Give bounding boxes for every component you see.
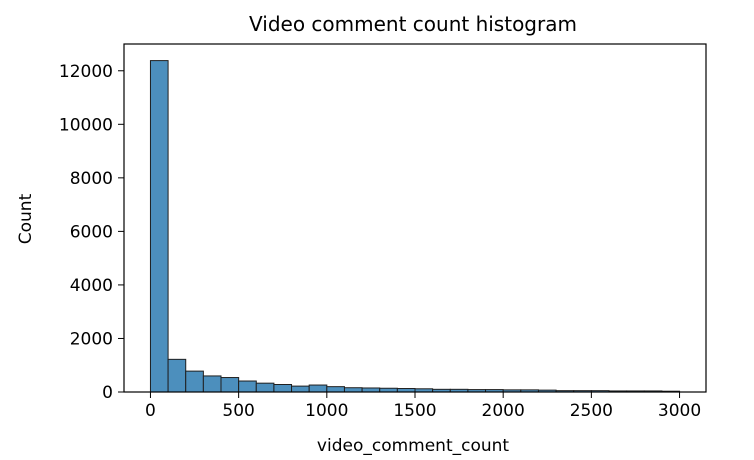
chart-title: Video comment count histogram [249,12,577,36]
x-tick-label: 1000 [305,401,348,421]
histogram-bar-0 [149,60,169,393]
histogram-bar-2 [185,370,204,393]
histogram-bar-10 [326,386,345,393]
y-tick-label: 10000 [59,115,113,135]
histogram-bar-6 [255,382,275,393]
x-axis-label: video_comment_count [317,436,509,456]
histogram-bar-8 [291,385,310,393]
histogram-bar-11 [343,387,363,393]
x-tick-label: 0 [145,401,156,421]
x-tick-label: 1500 [393,401,436,421]
plot-area: 0 500 1000 1500 2000 2500 3000 0 2000 4000 6000 800… [59,43,707,421]
plot-frame [123,43,707,393]
histogram-bar-1 [167,358,187,393]
y-tick-label: 12000 [59,62,113,82]
histogram-bar-9 [308,384,328,393]
x-tick-label: 2000 [482,401,525,421]
histogram-bar-5 [238,380,257,393]
histogram-bar-12 [361,387,381,393]
y-tick-label: 4000 [70,276,113,296]
histogram-bar-3 [202,375,222,393]
histogram-bar-7 [273,384,293,393]
y-tick-label: 6000 [70,222,113,242]
y-tick-label: 0 [102,383,113,403]
x-tick-label: 2500 [570,401,613,421]
y-tick-label: 8000 [70,169,113,189]
x-tick-label: 500 [222,401,254,421]
x-tick-label: 3000 [658,401,701,421]
y-axis-label: Count [16,193,36,244]
histogram-bar-4 [220,377,240,393]
y-tick-label: 2000 [70,329,113,349]
